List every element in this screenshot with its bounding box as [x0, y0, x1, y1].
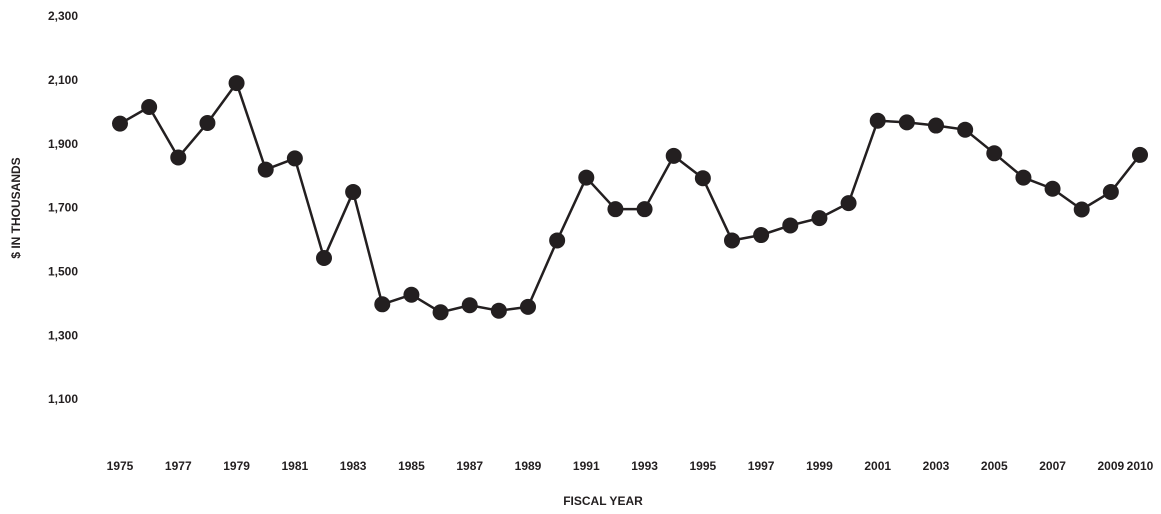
point [636, 201, 653, 218]
point [520, 298, 536, 315]
x-tick-label: 1999 [806, 459, 833, 473]
x-tick-label: 1977 [165, 459, 192, 473]
point [898, 114, 915, 131]
point [811, 210, 828, 227]
x-tick-label: 1981 [282, 459, 309, 473]
x-tick-label: 1975 [107, 459, 134, 473]
x-tick-label: 2001 [864, 459, 891, 473]
point [549, 232, 566, 249]
y-tick-label: 1,100 [48, 392, 78, 406]
point [170, 149, 187, 166]
x-tick-label: 1983 [340, 459, 367, 473]
point [665, 147, 682, 164]
x-tick-label: 1989 [515, 459, 542, 473]
point [1102, 183, 1119, 200]
point [432, 304, 449, 321]
x-tick-label: 2009 [1098, 459, 1125, 473]
y-tick-label: 1,700 [48, 201, 78, 215]
x-tick-label: 1985 [398, 459, 425, 473]
point [869, 112, 886, 129]
y-tick-label: 1,500 [48, 265, 78, 279]
point [228, 75, 245, 92]
point [141, 99, 158, 116]
x-tick-label: 2010 [1127, 459, 1154, 473]
point [928, 117, 944, 134]
point [1015, 169, 1032, 186]
point [986, 145, 1003, 162]
point [316, 250, 332, 267]
point [578, 169, 595, 186]
line [119, 81, 1141, 314]
point [345, 183, 362, 200]
y-tick-label: 1,900 [48, 137, 78, 151]
x-tick-label: 1987 [456, 459, 483, 473]
point [753, 227, 770, 244]
x-tick-label: 1993 [631, 459, 658, 473]
point [1073, 201, 1090, 218]
x-tick-label: 1995 [690, 459, 717, 473]
point [782, 217, 799, 234]
point [199, 114, 216, 131]
point [286, 150, 303, 167]
point [490, 302, 507, 319]
x-tick-label: 1991 [573, 459, 600, 473]
x-tick-label: 2003 [923, 459, 950, 473]
x-axis-label: FISCAL YEAR [563, 494, 643, 508]
x-tick-label: 2007 [1039, 459, 1066, 473]
x-tick-label: 2005 [981, 459, 1008, 473]
point [694, 170, 711, 187]
point [112, 115, 128, 132]
y-tick-label: 2,300 [48, 9, 78, 23]
point [724, 232, 740, 249]
x-tick-label: 1997 [748, 459, 775, 473]
point [1132, 146, 1148, 163]
y-axis-label: $ IN THOUSANDS [9, 157, 23, 258]
point [374, 296, 391, 313]
point [1044, 180, 1061, 197]
point [607, 201, 624, 218]
point [461, 297, 478, 314]
y-tick-label: 2,100 [48, 73, 78, 87]
y-tick-label: 1,300 [48, 328, 78, 342]
point [840, 195, 857, 212]
point [257, 161, 274, 178]
point [957, 121, 974, 138]
point [403, 286, 420, 303]
x-tick-label: 1979 [223, 459, 250, 473]
